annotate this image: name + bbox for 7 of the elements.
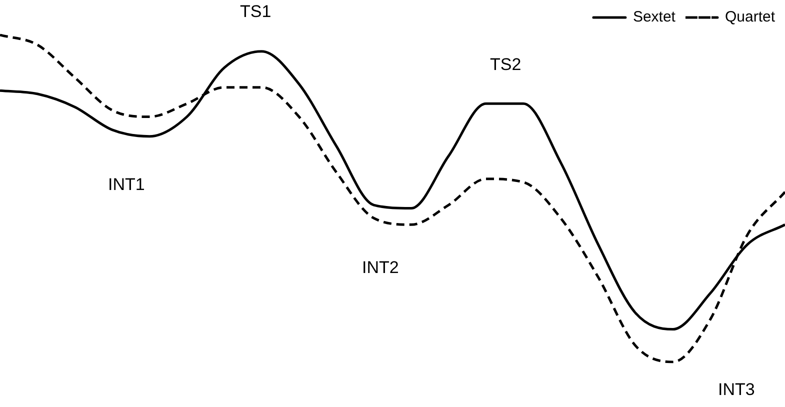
annotation: TS2	[490, 55, 522, 75]
legend-label: Quartet	[724, 8, 776, 26]
text: INT3	[718, 380, 755, 400]
text: TS1	[240, 2, 272, 22]
annotation: INT2	[362, 258, 399, 278]
legend-label: Sextet	[632, 8, 676, 26]
annotation: INT1	[108, 175, 145, 195]
